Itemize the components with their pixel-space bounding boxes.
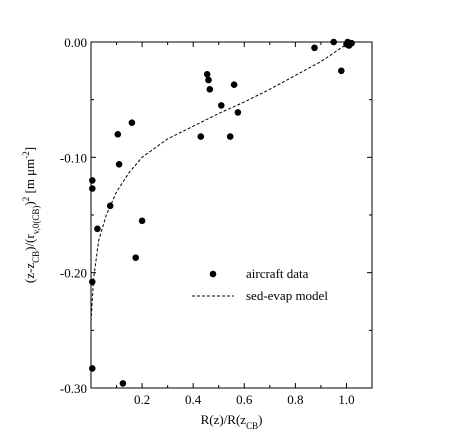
data-point bbox=[138, 217, 146, 225]
x-tick-label: 0.6 bbox=[236, 392, 253, 407]
data-point bbox=[205, 76, 212, 84]
plot-frame bbox=[90, 41, 373, 389]
data-point bbox=[197, 133, 205, 140]
data-point bbox=[94, 225, 101, 233]
data-point bbox=[206, 86, 214, 93]
data-point bbox=[230, 81, 238, 88]
legend-label: sed-evap model bbox=[246, 288, 328, 303]
x-axis-label: R(z)/R(zCB) bbox=[201, 412, 263, 431]
data-point bbox=[330, 38, 338, 46]
data-point bbox=[226, 133, 234, 140]
x-tick-label: 0.8 bbox=[287, 392, 303, 407]
data-point bbox=[119, 380, 127, 387]
data-point bbox=[89, 177, 96, 184]
y-tick-label: 0.00 bbox=[64, 35, 87, 50]
series-line-sed-evap-model bbox=[90, 43, 347, 322]
data-point bbox=[89, 185, 96, 192]
data-point bbox=[115, 161, 123, 168]
x-tick-label: 0.4 bbox=[185, 392, 202, 407]
data-point bbox=[234, 109, 242, 116]
data-point bbox=[89, 278, 96, 286]
data-point bbox=[89, 365, 96, 372]
data-point bbox=[132, 254, 139, 261]
data-point bbox=[128, 119, 136, 126]
data-point bbox=[114, 131, 122, 138]
y-tick-label: -0.10 bbox=[60, 150, 87, 165]
legend-dot-marker bbox=[209, 270, 217, 278]
y-axis-label: (z-zCB)/(rv,0(CB))2 [m μm-2] bbox=[21, 147, 41, 283]
y-tick-label: -0.20 bbox=[60, 266, 87, 281]
legend-label: aircraft data bbox=[246, 266, 309, 281]
data-point bbox=[348, 39, 355, 47]
y-tick-label: -0.30 bbox=[60, 381, 87, 396]
data-point bbox=[218, 102, 225, 109]
x-tick-label: 1.0 bbox=[338, 392, 354, 407]
data-point bbox=[311, 44, 318, 52]
data-point bbox=[203, 71, 211, 78]
x-tick-label: 0.2 bbox=[134, 392, 150, 407]
data-point bbox=[338, 67, 345, 75]
